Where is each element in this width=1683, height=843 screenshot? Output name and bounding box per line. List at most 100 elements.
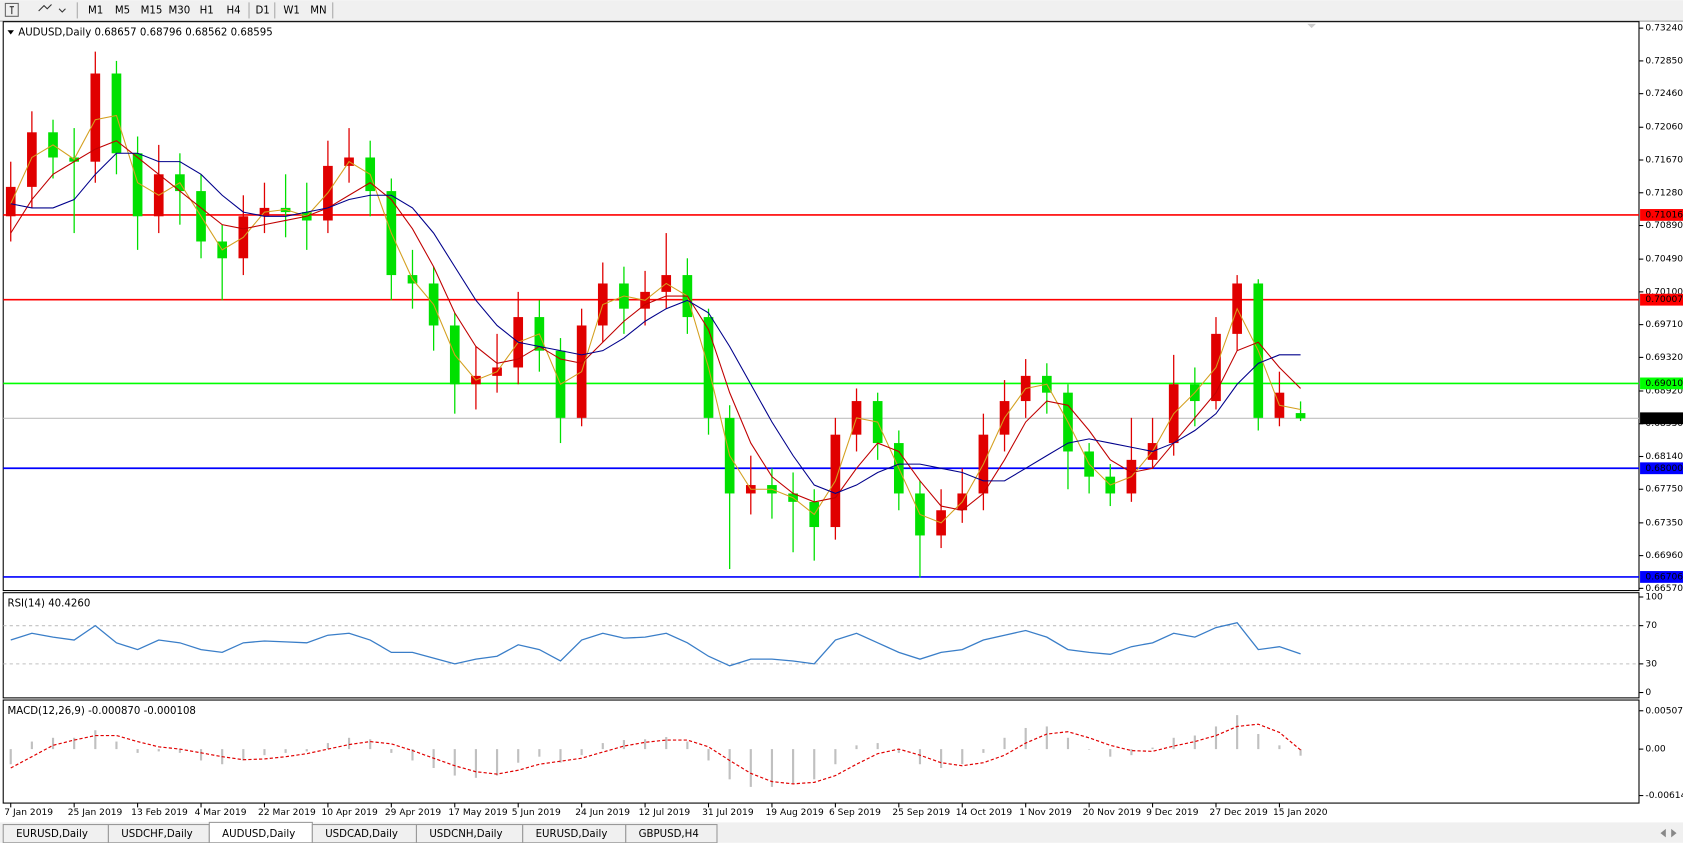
level-label-bg: [1640, 571, 1683, 583]
macd-histogram-bar: [1024, 727, 1027, 750]
y-tick-label: 0.69320: [1645, 353, 1683, 363]
macd-histogram-bar: [263, 749, 266, 756]
y-tick-label: 0.67350: [1645, 518, 1683, 528]
text-tool-glyph: [9, 6, 14, 15]
panel-title: RSI(14) 40.4260: [8, 598, 91, 609]
x-tick-label: 25 Sep 2019: [892, 808, 950, 818]
macd-histogram-bar: [51, 737, 55, 750]
title-arrow: [7, 30, 14, 35]
x-tick-label: 6 Sep 2019: [829, 808, 881, 818]
y-tick-label: 0.66960: [1645, 551, 1683, 561]
tab-label[interactable]: EURUSD,Daily: [16, 829, 88, 840]
candle-body: [90, 73, 101, 162]
macd-histogram-bar: [940, 749, 943, 769]
objects-menu-icon[interactable]: [38, 4, 66, 13]
macd-histogram-bar: [157, 749, 160, 752]
tab-label[interactable]: USDCAD,Daily: [325, 829, 398, 840]
macd-histogram-bar: [9, 749, 12, 765]
timeframe-button[interactable]: M30: [169, 5, 191, 16]
y-tick-label: 0.71280: [1645, 188, 1683, 198]
y-tick-label: 0.00: [1645, 745, 1665, 755]
timeframe-button[interactable]: D1: [255, 5, 269, 16]
y-tick-label: 30: [1645, 659, 1657, 669]
macd-histogram-bar: [982, 749, 985, 753]
candle-body: [111, 73, 122, 154]
macd-histogram-bar: [1109, 749, 1112, 757]
y-tick-label: 0.70100: [1645, 287, 1683, 297]
x-tick-label: 15 Jan 2020: [1273, 808, 1328, 818]
timeframe-button[interactable]: H4: [226, 5, 240, 16]
panel-title: MACD(12,26,9) -0.000870 -0.000108: [8, 706, 196, 717]
macd-histogram-bar: [834, 749, 837, 765]
timeframe-button[interactable]: M1: [88, 5, 103, 16]
toolbar-bg: [0, 0, 1683, 21]
x-tick-label: 14 Oct 2019: [956, 808, 1013, 818]
y-tick-label: 0.68530: [1645, 419, 1683, 429]
macd-histogram-bar: [538, 749, 541, 757]
macd-histogram-bar: [897, 749, 900, 753]
macd-histogram-bar: [728, 749, 731, 780]
tab-label[interactable]: USDCNH,Daily: [429, 829, 502, 840]
tab-label[interactable]: USDCHF,Daily: [121, 829, 192, 840]
tab-label[interactable]: AUDUSD,Daily: [222, 829, 295, 840]
y-tick-label: 0.70890: [1645, 221, 1683, 231]
y-tick-label: 0.005076: [1645, 706, 1683, 716]
macd-histogram-bar: [115, 741, 118, 750]
candle-body: [5, 186, 16, 217]
y-tick-label: 0.69710: [1645, 320, 1683, 330]
y-tick-label: 0: [1645, 688, 1651, 698]
toolbar: [0, 0, 1683, 21]
macd-histogram-bar: [242, 749, 245, 761]
y-tick-label: 0.67750: [1645, 485, 1683, 495]
timeframe-button[interactable]: M15: [141, 5, 163, 16]
y-tick-label: 0.68140: [1645, 452, 1683, 462]
timeframe-button[interactable]: W1: [283, 5, 300, 16]
panel-frame: [2, 21, 1640, 592]
tab-label[interactable]: GBPUSD,H4: [639, 829, 699, 840]
macd-histogram-bar: [749, 749, 752, 787]
text-tool-icon[interactable]: [4, 2, 19, 17]
level-label: 0.68000: [1645, 464, 1683, 474]
x-tick-label: 10 Apr 2019: [321, 808, 378, 818]
macd-histogram-bar: [1257, 734, 1260, 750]
tab-scroll-arrows[interactable]: [1660, 828, 1677, 838]
x-tick-label: 13 Feb 2019: [131, 808, 188, 818]
x-tick-label: 20 Nov 2019: [1083, 808, 1142, 818]
macd-histogram-bar: [559, 749, 562, 763]
moving-average: [10, 114, 1301, 524]
level-label: 0.71016: [1645, 210, 1683, 220]
timeframe-button[interactable]: MN: [310, 5, 326, 16]
macd-histogram-bar: [1151, 747, 1154, 750]
y-tick-label: 0.71670: [1645, 156, 1683, 166]
macd-histogram-bar: [622, 740, 626, 750]
timeframe-button[interactable]: M5: [115, 5, 130, 16]
macd-histogram-bar: [601, 743, 604, 750]
macd-histogram-bar: [1130, 749, 1133, 756]
y-tick-label: 0.72460: [1645, 89, 1683, 99]
macd-histogram-bar: [686, 741, 689, 750]
macd-histogram-bar: [665, 737, 668, 750]
y-tick-label: 0.68920: [1645, 386, 1683, 396]
y-tick-label: 100: [1645, 592, 1663, 602]
tab-label[interactable]: EURUSD,Daily: [536, 829, 608, 840]
x-tick-label: 4 Mar 2019: [195, 808, 247, 818]
timeframe-button[interactable]: H1: [200, 5, 214, 16]
candle-body: [1295, 413, 1306, 419]
x-tick-label: 7 Jan 2019: [4, 808, 53, 818]
macd-histogram-bar: [178, 749, 181, 753]
panel-frame: [2, 592, 1640, 699]
macd-histogram-bar: [580, 749, 583, 756]
macd-histogram-bar: [855, 745, 858, 750]
panel-title: AUDUSD,Daily 0.68657 0.68796 0.68562 0.6…: [18, 27, 273, 38]
last-price-label: 0.68595: [1645, 414, 1683, 424]
macd-histogram-bar: [707, 749, 710, 761]
macd-histogram-bar: [918, 749, 922, 765]
macd-histogram-bar: [1045, 726, 1048, 750]
macd-histogram-bar: [347, 737, 351, 750]
macd-histogram-bar: [284, 749, 287, 753]
x-tick-label: 5 Jun 2019: [512, 808, 561, 818]
macd-histogram-bar: [73, 737, 76, 750]
